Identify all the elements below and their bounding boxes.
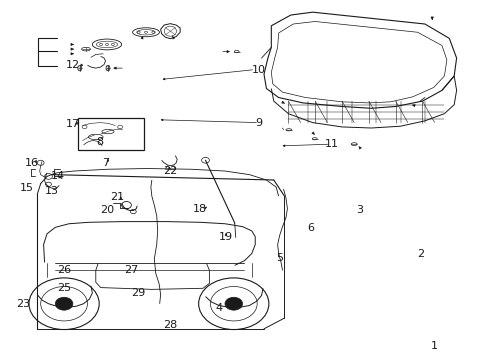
Text: 18: 18 (192, 204, 206, 215)
Circle shape (100, 43, 102, 45)
Text: 10: 10 (252, 64, 265, 75)
Bar (78, 118, 143, 149)
Text: 1: 1 (430, 341, 437, 351)
Text: 29: 29 (131, 288, 145, 298)
Text: 22: 22 (163, 166, 177, 176)
Circle shape (152, 31, 155, 33)
Text: 9: 9 (255, 118, 262, 128)
Text: 11: 11 (325, 139, 339, 149)
Text: 3: 3 (355, 206, 362, 216)
Text: 2: 2 (417, 248, 424, 258)
Circle shape (55, 297, 73, 310)
Text: 27: 27 (124, 265, 138, 275)
Circle shape (224, 297, 242, 310)
Text: 17: 17 (66, 120, 80, 129)
Text: 12: 12 (66, 59, 80, 69)
Text: 25: 25 (57, 283, 71, 293)
Circle shape (137, 31, 140, 33)
Circle shape (105, 43, 108, 45)
Text: 15: 15 (20, 183, 34, 193)
Text: 16: 16 (25, 158, 39, 168)
Text: 4: 4 (215, 303, 222, 314)
Text: 28: 28 (163, 320, 177, 330)
Circle shape (111, 43, 114, 45)
Text: 5: 5 (276, 253, 283, 263)
Text: 26: 26 (57, 265, 71, 275)
Text: 23: 23 (16, 299, 30, 309)
Circle shape (144, 31, 147, 33)
Text: 21: 21 (109, 192, 123, 202)
Text: 20: 20 (100, 206, 114, 216)
Text: 7: 7 (102, 158, 109, 168)
Text: 19: 19 (219, 232, 233, 242)
Text: 14: 14 (51, 171, 65, 181)
Text: 6: 6 (306, 224, 314, 233)
Text: 13: 13 (44, 186, 58, 197)
Text: 8: 8 (97, 137, 103, 147)
Text: 24: 24 (57, 301, 71, 311)
